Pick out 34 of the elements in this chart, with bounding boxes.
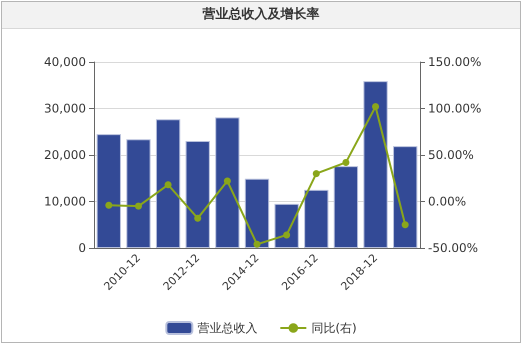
bar bbox=[215, 117, 240, 248]
point bbox=[224, 178, 231, 185]
chart-title: 营业总收入及增长率 bbox=[2, 2, 520, 29]
point bbox=[254, 240, 260, 248]
y2-tick-label: 0.00% bbox=[428, 194, 466, 208]
bar bbox=[393, 146, 418, 248]
bar bbox=[96, 134, 121, 248]
point bbox=[194, 214, 202, 222]
point bbox=[342, 158, 350, 166]
bar bbox=[334, 166, 358, 248]
bar bbox=[186, 141, 210, 248]
y-tick-label: 30,000 bbox=[44, 102, 86, 116]
point bbox=[105, 202, 112, 209]
y2-tick-label: 150.00% bbox=[428, 55, 482, 69]
bar bbox=[363, 81, 388, 248]
bar bbox=[304, 190, 328, 248]
bar bbox=[126, 139, 151, 248]
legend-label: 同比(右) bbox=[311, 321, 357, 335]
bar bbox=[244, 178, 270, 248]
point bbox=[283, 231, 290, 238]
point bbox=[164, 181, 172, 188]
bar bbox=[156, 119, 180, 248]
y2-tick-label: -50.00% bbox=[428, 241, 478, 255]
y-tick-label: 20,000 bbox=[44, 148, 86, 162]
y-tick-label: 40,000 bbox=[44, 55, 86, 69]
point bbox=[134, 202, 142, 210]
y2-tick-label: 50.00% bbox=[428, 148, 474, 162]
point bbox=[312, 170, 320, 178]
y2-tick-label: 100.00% bbox=[428, 102, 482, 116]
y-tick-label: 10,000 bbox=[44, 194, 86, 208]
y-tick-label: 0 bbox=[78, 241, 86, 255]
point bbox=[372, 103, 380, 110]
point bbox=[402, 221, 409, 228]
legend-label: 营业总收入 bbox=[197, 321, 258, 335]
